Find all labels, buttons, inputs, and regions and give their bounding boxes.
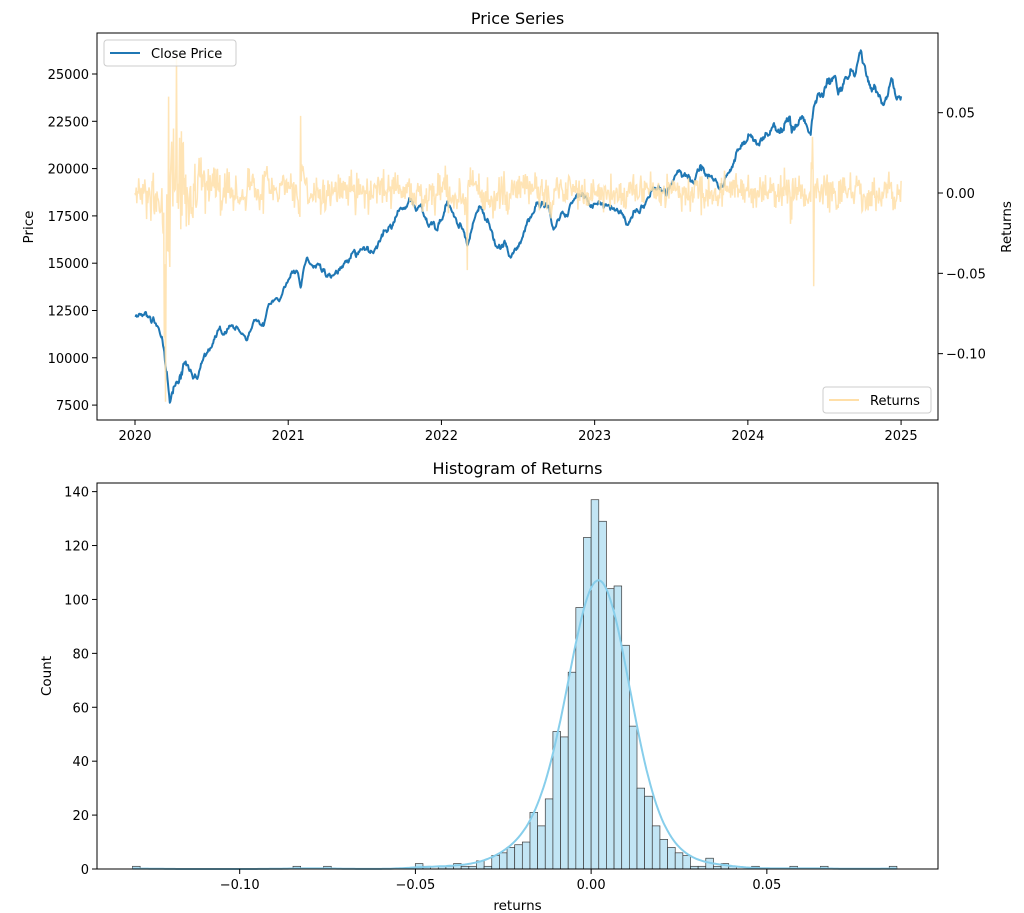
price-plot-area: [134, 49, 903, 404]
histogram-bar: [521, 841, 531, 870]
histogram-bar: [560, 736, 569, 870]
histogram-bar: [682, 855, 691, 870]
close-price-line: [134, 49, 903, 404]
histogram-bar: [628, 725, 638, 870]
y-tick-label: 0: [81, 863, 89, 878]
price-axis-ticks: 2020 2021 2022 2023 2024 2025 7500 10000 12500 15…: [48, 68, 986, 444]
histogram-bar: [583, 537, 592, 870]
y-tick-label: 20000: [48, 163, 89, 178]
histogram-bar: [537, 825, 546, 870]
histogram-bar: [651, 825, 661, 870]
y-tick-label: 22500: [48, 115, 89, 130]
y-tick-label: 10000: [48, 352, 89, 367]
histogram-axis-ticks: −0.10 −0.05 0.00 0.05 0 20 40 60 80 100 120 140: [64, 486, 781, 893]
legend-close-price-label: Close Price: [151, 47, 222, 62]
histogram-bar: [674, 852, 684, 870]
price-axes-frame: [96, 32, 939, 421]
x-tick-label: 2024: [731, 429, 764, 444]
histogram-bar: [529, 812, 538, 870]
histogram-bar: [575, 607, 584, 870]
y-tick-label: 140: [64, 486, 89, 501]
y2-tick-label: 0.05: [946, 107, 975, 122]
histogram-bar: [506, 847, 516, 870]
y-tick-label: 25000: [48, 68, 89, 83]
histogram-chart: Histogram of Returns −0.10 −0.05 0.00 0.05 0…: [39, 459, 939, 913]
histogram-y-axis-label: Count: [39, 656, 55, 696]
x-tick-label: 2025: [885, 429, 918, 444]
histogram-title: Histogram of Returns: [432, 459, 602, 478]
y-tick-label: 120: [64, 540, 89, 555]
histogram-axes-frame: [96, 482, 939, 870]
x-tick-label: −0.10: [220, 878, 260, 893]
y-tick-label: 60: [72, 701, 89, 716]
histogram-bar: [606, 588, 615, 870]
price-chart-title: Price Series: [471, 9, 564, 28]
histogram-plot-area: [132, 499, 898, 870]
x-tick-label: 2022: [425, 429, 458, 444]
x-tick-label: 2021: [272, 429, 305, 444]
y-tick-label: 80: [72, 647, 89, 662]
y-tick-label: 100: [64, 593, 89, 608]
x-tick-label: 0.05: [752, 878, 781, 893]
histogram-bar: [514, 844, 523, 870]
y-tick-label: 15000: [48, 257, 89, 272]
histogram-x-axis-label: returns: [493, 898, 541, 913]
returns-y-axis-label: Returns: [999, 201, 1015, 253]
x-tick-label: −0.05: [395, 878, 435, 893]
y-tick-label: 17500: [48, 210, 89, 225]
y-tick-label: 40: [72, 755, 89, 770]
returns-line: [134, 56, 902, 402]
price-chart: Price Series 2020 2021 2022 2023 2024 2025 750…: [21, 9, 1015, 444]
y2-tick-label: 0.00: [946, 187, 975, 202]
price-y-axis-label: Price: [21, 211, 37, 244]
kde-line: [132, 579, 897, 870]
histogram-bar: [636, 787, 645, 870]
x-tick-label: 2023: [578, 429, 611, 444]
histogram-bar: [667, 847, 676, 870]
histogram-bar: [499, 852, 508, 870]
legend-returns-label: Returns: [870, 394, 920, 409]
y2-tick-label: −0.10: [946, 348, 986, 363]
histogram-bar: [598, 520, 607, 870]
x-tick-label: 2020: [118, 429, 151, 444]
y2-tick-label: −0.05: [946, 267, 986, 282]
y-tick-label: 20: [72, 809, 89, 824]
histogram-bar: [644, 795, 653, 870]
histogram-bar: [590, 499, 600, 870]
histogram-bar: [544, 798, 554, 870]
y-tick-label: 7500: [56, 399, 89, 414]
legend-returns: Returns: [822, 386, 932, 414]
histogram-bar: [567, 671, 577, 870]
x-tick-label: 0.00: [577, 878, 606, 893]
legend-close-price: Close Price: [103, 39, 237, 67]
y-tick-label: 12500: [48, 304, 89, 319]
histogram-bar: [659, 838, 668, 870]
